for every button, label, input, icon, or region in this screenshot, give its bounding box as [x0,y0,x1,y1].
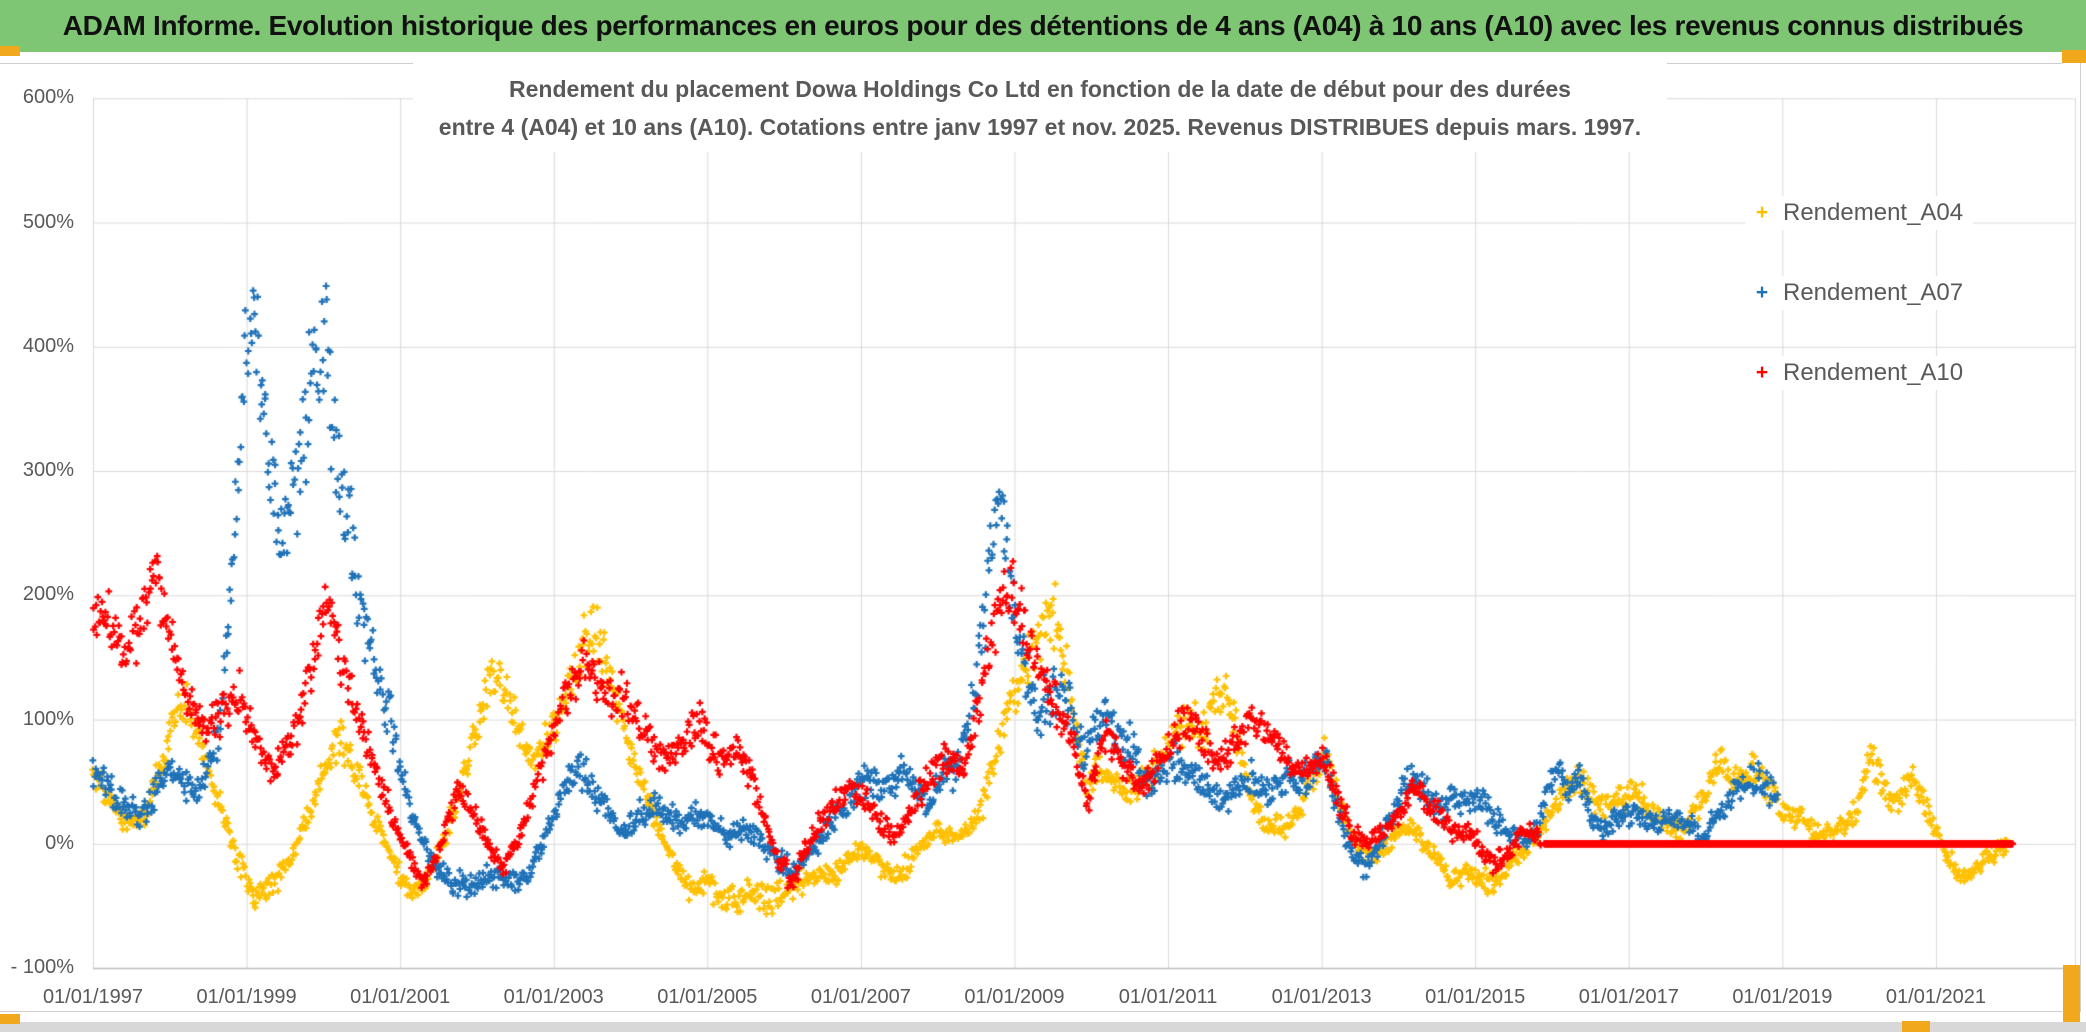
window-bottom-strip [0,1022,2086,1032]
x-tick-label: 01/01/2005 [657,986,758,1008]
x-tick-label: 01/01/2009 [964,986,1065,1008]
selection-handle-top-right [2062,50,2086,63]
y-tick-label: 500% [22,210,74,233]
y-tick-label: - 100% [10,956,74,979]
x-tick-label: 01/01/1997 [42,986,144,1008]
y-tick-label: 400% [22,334,74,357]
legend-item-a07[interactable]: + Rendement_A07 [1745,276,1974,310]
y-tick-label: 100% [22,707,74,730]
plot-title[interactable]: Rendement du placement Dowa Holdings Co … [412,62,1668,152]
y-tick-label: 200% [22,583,74,606]
selection-handle-top-left [0,46,20,56]
app-header-banner: ADAM Informe. Evolution historique des p… [0,0,2086,52]
x-tick-label: 01/01/2013 [1271,986,1372,1008]
y-tick-label: 0% [45,831,74,854]
y-tick-label: 300% [22,459,74,482]
x-tick-label: 01/01/2019 [1732,986,1833,1008]
x-tick-label: 01/01/2021 [1885,986,1986,1008]
plus-marker-icon: + [1755,361,1769,384]
plus-marker-icon: + [1755,201,1769,224]
chart-frame-right-border [2080,63,2081,1012]
selection-handle-bottom [1902,1021,1930,1032]
legend-label: Rendement_A07 [1783,279,1964,306]
chart-frame-bottom-border [0,1011,2062,1012]
x-tick-label: 01/01/2007 [810,986,911,1008]
plus-marker-icon: + [1755,281,1769,304]
plot-title-line1: Rendement du placement Dowa Holdings Co … [509,76,1571,102]
selection-handle-bottom-right [2063,965,2080,1022]
legend-item-a04[interactable]: + Rendement_A04 [1745,196,1974,230]
app-header-title: ADAM Informe. Evolution historique des p… [62,10,2024,41]
legend-label: Rendement_A10 [1783,359,1964,386]
x-tick-label: 01/01/2015 [1425,986,1526,1008]
y-tick-label: 600% [22,86,74,109]
x-tick-label: 01/01/2011 [1118,986,1218,1008]
x-tick-label: 01/01/1999 [196,986,297,1008]
x-tick-label: 01/01/2003 [503,986,604,1008]
x-tick-label: 01/01/2017 [1578,986,1679,1008]
legend: + Rendement_A04 + Rendement_A07 + Rendem… [1745,196,1974,436]
legend-item-a10[interactable]: + Rendement_A10 [1745,356,1974,390]
x-tick-label: 01/01/2001 [350,986,451,1008]
plot-title-line2: entre 4 (A04) et 10 ans (A10). Cotations… [438,114,1642,140]
legend-label: Rendement_A04 [1783,199,1964,226]
selection-handle-bottom-left [0,1014,20,1024]
